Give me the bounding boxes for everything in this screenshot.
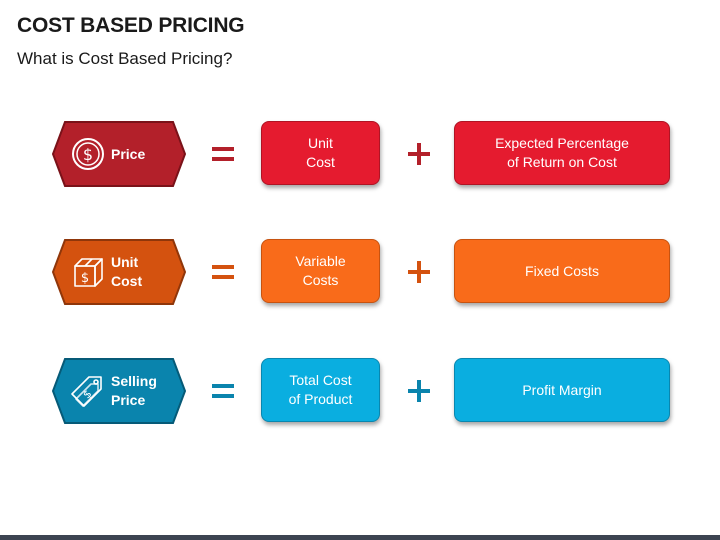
equals-sign [208,358,238,424]
plus-sign [404,121,434,187]
svg-text:$: $ [81,271,89,286]
unit-cost-hexagon: $ Unit Cost [51,239,187,305]
equals-sign [208,121,238,187]
unit-cost-box: Unit Cost [261,121,380,185]
plus-sign [404,239,434,305]
hexagon-shape [51,121,187,187]
svg-text:$: $ [80,387,94,401]
dollar-box-icon: $ [69,253,107,291]
formula-row-price: $ Price Unit Cost Expected Percentage of R… [0,121,720,187]
svg-text:$: $ [83,145,93,164]
price-tag-icon: $ [69,372,107,410]
selling-price-hexagon: $ Selling Price [51,358,187,424]
hexagon-shape [51,358,187,424]
hexagon-shape [51,239,187,305]
formula-row-selling-price: $ Selling Price Total Cost of Product Prof… [0,358,720,424]
hexagon-label: Selling Price [111,373,157,408]
page-subtitle: What is Cost Based Pricing? [17,49,233,68]
total-cost-box: Total Cost of Product [261,358,380,422]
page-title: COST BASED PRICING [17,14,245,37]
dollar-coin-icon: $ [69,135,107,173]
hexagon-label: Price [111,145,146,162]
profit-margin-box: Profit Margin [454,358,670,422]
hexagon-label: Unit Cost [111,254,143,289]
fixed-costs-box: Fixed Costs [454,239,670,303]
expected-return-box: Expected Percentage of Return on Cost [454,121,670,185]
variable-costs-box: Variable Costs [261,239,380,303]
footer-bar [0,535,720,540]
price-hexagon: $ Price [51,121,187,187]
plus-sign [404,358,434,424]
formula-row-unit-cost: $ Unit Cost Variable Costs Fixed Costs [0,239,720,305]
equals-sign [208,239,238,305]
